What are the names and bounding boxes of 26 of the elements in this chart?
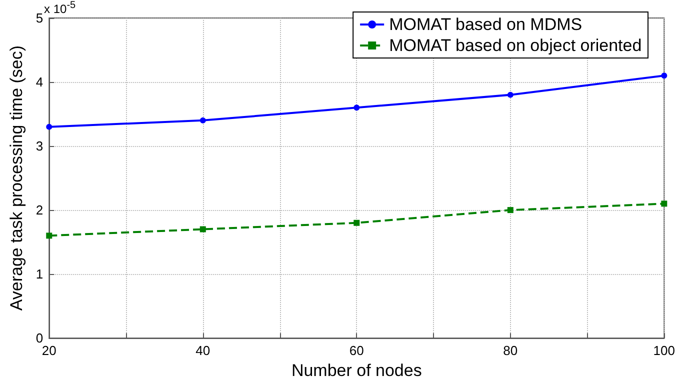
y-tick-label: 1 <box>36 266 44 282</box>
y-tick-label: 0 <box>36 330 44 346</box>
point <box>200 226 206 232</box>
x-tick-label: 100 <box>653 343 676 358</box>
point <box>46 124 52 130</box>
y-tick-label: 3 <box>36 138 44 154</box>
point <box>354 104 360 111</box>
x-tick-label: 20 <box>42 343 56 358</box>
point <box>661 72 668 79</box>
x-tick-label: 80 <box>503 343 518 358</box>
text: x 10$^{-5}$ <box>44 0 76 16</box>
legend-label: MOMAT based on MDMS <box>389 15 582 34</box>
y-tick-label: 2 <box>36 202 44 218</box>
point <box>661 200 668 207</box>
point <box>200 117 206 124</box>
y-axis-title: Average task processing time (sec) <box>7 45 26 311</box>
x-tick-label: 40 <box>196 343 210 358</box>
point <box>507 207 514 214</box>
x-axis-title: Number of nodes <box>291 361 422 380</box>
legend-label: MOMAT based on object oriented <box>389 36 642 55</box>
y-tick-label: 4 <box>36 74 44 90</box>
x-tick-label: 60 <box>349 343 364 358</box>
point <box>507 92 514 98</box>
y-tick-label: 5 <box>36 10 44 26</box>
point <box>46 232 52 239</box>
point <box>354 220 360 226</box>
